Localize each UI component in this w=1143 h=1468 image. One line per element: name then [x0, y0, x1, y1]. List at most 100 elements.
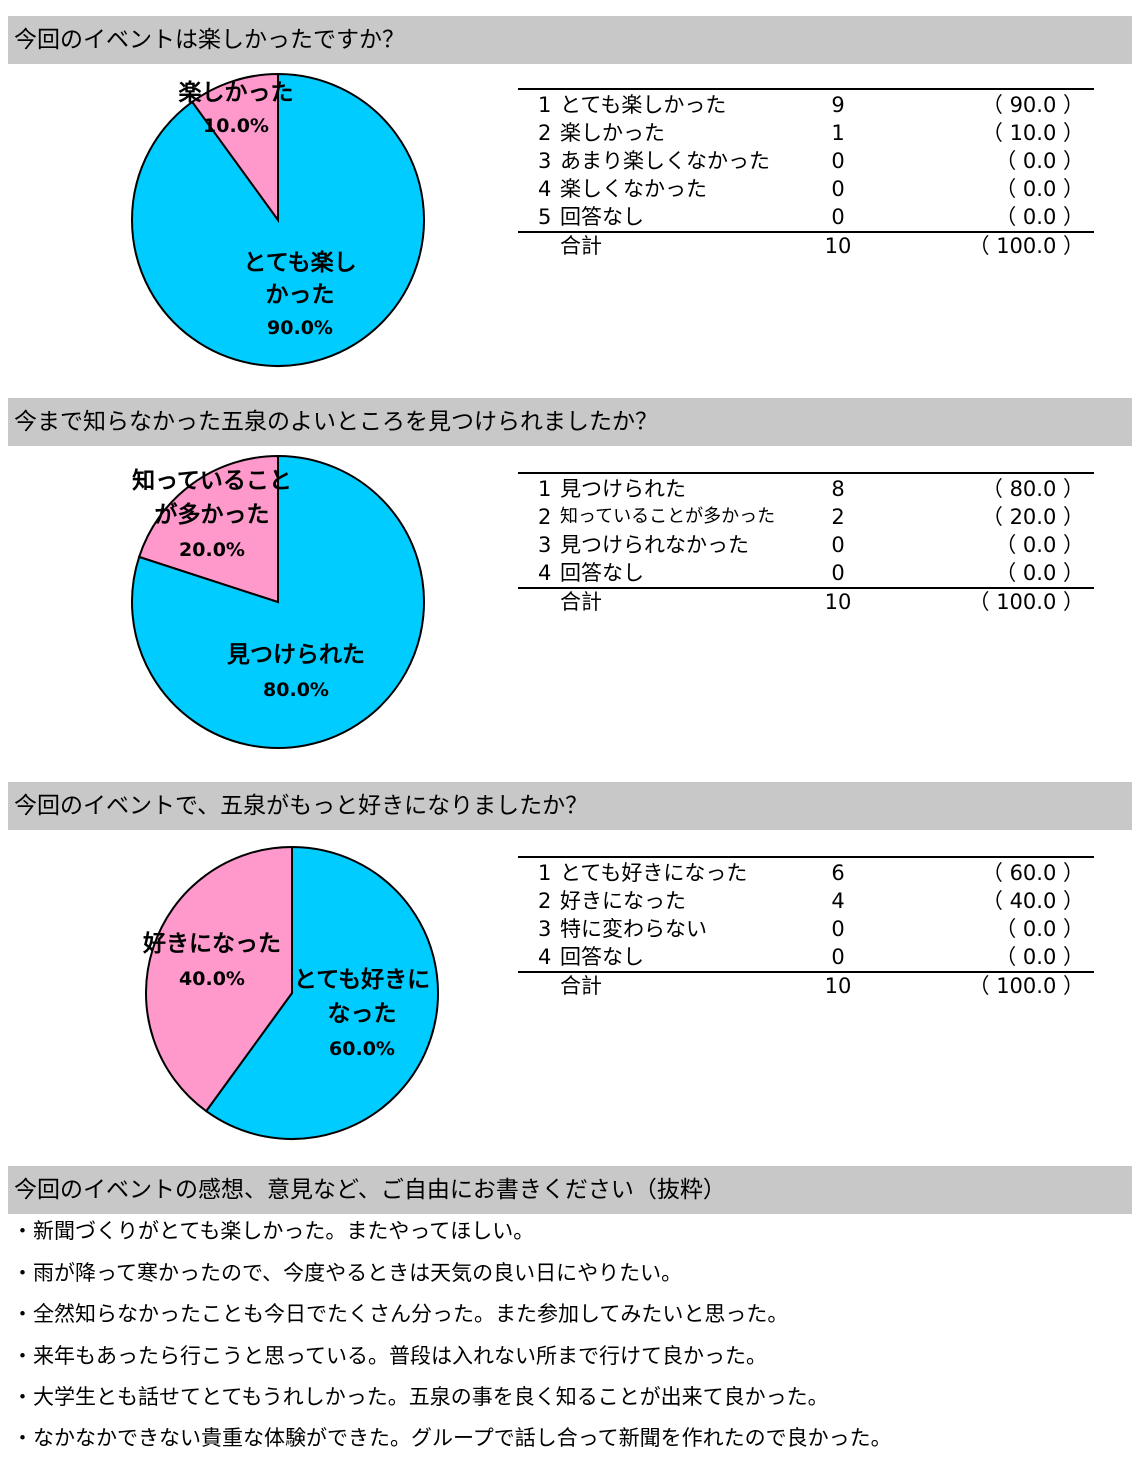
pie-chart-q3: とても好きになった 60.0% 好きになった 40.0%	[142, 845, 439, 1140]
pie-data-label: 90.0%	[267, 317, 333, 339]
row-percent: （ 0.0 ）	[995, 149, 1084, 173]
pie-category-label: 見つけられた	[227, 642, 365, 668]
table-row: 1 とても好きになった 6 （ 60.0 ）	[518, 859, 1094, 887]
table-total-row: 合計 10 （ 100.0 ）	[518, 588, 1094, 616]
row-count: 1	[831, 121, 845, 145]
row-number: 1	[538, 93, 552, 117]
pie-category-label: が多かった	[155, 501, 270, 528]
row-percent: （ 40.0 ）	[981, 889, 1084, 913]
comments-title: 今回のイベントの感想、意見など、ご自由にお書きください（抜粋）	[8, 1166, 1132, 1214]
row-percent: （ 0.0 ）	[995, 533, 1084, 557]
results-table-q2: 1 見つけられた 8 （ 80.0 ） 2 知っていることが多かった 2 （ 20.0 ） 3 見…	[518, 472, 1094, 622]
comment-item: ・大学生とも話せてとてもうれしかった。五泉の事を良く知ることが出来て良かった。	[12, 1385, 829, 1409]
row-percent: （ 0.0 ）	[995, 945, 1084, 969]
results-table-q1: 1 とても楽しかった 9 （ 90.0 ） 2 楽しかった 1 （ 10.0 ） 3 あまり楽しく…	[518, 88, 1094, 268]
total-label: 合計	[560, 974, 602, 998]
row-label: 見つけられた	[560, 477, 686, 501]
row-percent: （ 60.0 ）	[981, 861, 1084, 885]
pie-slice	[137, 454, 279, 604]
total-percent: （ 100.0 ）	[968, 590, 1084, 614]
pie-data-label: 10.0%	[203, 115, 269, 137]
table-total-row: 合計 10 （ 100.0 ）	[518, 972, 1094, 1000]
row-label: 回答なし	[560, 561, 644, 585]
row-number: 4	[538, 561, 552, 585]
comment-item: ・新聞づくりがとても楽しかった。またやってほしい。	[12, 1219, 535, 1243]
pie-category-label: なった	[328, 1001, 397, 1027]
table-row: 4 回答なし 0 （ 0.0 ）	[518, 943, 1094, 971]
total-label: 合計	[560, 590, 602, 614]
table-total-rule	[518, 971, 1094, 973]
row-number: 4	[538, 945, 552, 969]
row-count: 6	[831, 861, 845, 885]
row-count: 8	[831, 477, 845, 501]
row-percent: （ 10.0 ）	[981, 121, 1084, 145]
row-number: 5	[538, 205, 552, 229]
pie-slice	[190, 72, 279, 224]
pie-slice	[204, 845, 439, 1140]
row-count: 0	[831, 561, 845, 585]
total-percent: （ 100.0 ）	[968, 234, 1084, 258]
table-row: 2 楽しかった 1 （ 10.0 ）	[518, 119, 1094, 147]
table-row: 1 とても楽しかった 9 （ 90.0 ）	[518, 91, 1094, 119]
row-label: 回答なし	[560, 945, 644, 969]
row-percent: （ 20.0 ）	[981, 505, 1084, 529]
row-label: 楽しくなかった	[560, 177, 707, 201]
row-count: 0	[831, 533, 845, 557]
row-number: 3	[538, 149, 552, 173]
row-label: 知っていることが多かった	[560, 506, 776, 527]
table-row: 3 特に変わらない 0 （ 0.0 ）	[518, 915, 1094, 943]
row-count: 2	[831, 505, 845, 529]
row-number: 2	[538, 889, 552, 913]
table-total-rule	[518, 231, 1094, 233]
row-count: 0	[831, 149, 845, 173]
row-count: 0	[831, 945, 845, 969]
row-number: 1	[538, 861, 552, 885]
row-number: 3	[538, 917, 552, 941]
table-total-row: 合計 10 （ 100.0 ）	[518, 232, 1094, 260]
row-label: 回答なし	[560, 205, 644, 229]
comment-item: ・来年もあったら行こうと思っている。普段は入れない所まで行けて良かった。	[12, 1344, 767, 1368]
row-percent: （ 90.0 ）	[981, 93, 1084, 117]
row-label: 見つけられなかった	[560, 533, 749, 557]
table-row: 4 楽しくなかった 0 （ 0.0 ）	[518, 175, 1094, 203]
table-total-rule	[518, 587, 1094, 589]
row-number: 3	[538, 533, 552, 557]
pie-chart-q2: 見つけられた 80.0% 知っていることが多かった 20.0%	[131, 454, 425, 749]
question-1-title: 今回のイベントは楽しかったですか？	[8, 16, 1132, 64]
table-top-rule	[518, 472, 1094, 474]
row-percent: （ 0.0 ）	[995, 205, 1084, 229]
results-table-q3: 1 とても好きになった 6 （ 60.0 ） 2 好きになった 4 （ 40.0 ） 3 特に変わ…	[518, 856, 1094, 1006]
pie-category-label: 楽しかった	[179, 79, 294, 106]
row-label: 特に変わらない	[560, 917, 707, 941]
pie-category-label: 好きになった	[142, 931, 281, 957]
pie-data-label: 60.0%	[329, 1038, 395, 1060]
total-count: 10	[824, 974, 852, 998]
pie-slice	[145, 845, 293, 1113]
question-2-title: 今まで知らなかった五泉のよいところを見つけられましたか？	[8, 398, 1132, 446]
table-top-rule	[518, 856, 1094, 858]
table-row: 1 見つけられた 8 （ 80.0 ）	[518, 475, 1094, 503]
pie-category-label: かった	[266, 282, 335, 308]
row-number: 2	[538, 121, 552, 145]
pie-data-label: 20.0%	[179, 539, 245, 561]
table-top-rule	[518, 88, 1094, 90]
total-count: 10	[824, 234, 852, 258]
row-label: とても好きになった	[560, 861, 748, 885]
row-count: 0	[831, 205, 845, 229]
row-percent: （ 0.0 ）	[995, 561, 1084, 585]
row-count: 4	[831, 889, 845, 913]
row-label: あまり楽しくなかった	[560, 149, 770, 173]
row-label: 好きになった	[560, 889, 686, 913]
pie-chart-q1: とても楽しかった 90.0% 楽しかった 10.0%	[131, 72, 425, 367]
comment-item: ・なかなかできない貴重な体験ができた。グループで話し合って新聞を作れたので良かっ…	[12, 1426, 892, 1450]
pie-data-label: 80.0%	[263, 679, 329, 701]
comment-item: ・全然知らなかったことも今日でたくさん分った。また参加してみたいと思った。	[12, 1302, 789, 1326]
question-3-title: 今回のイベントで、五泉がもっと好きになりましたか？	[8, 782, 1132, 830]
table-row: 2 知っていることが多かった 2 （ 20.0 ）	[518, 503, 1094, 531]
total-label: 合計	[560, 234, 602, 258]
comment-item: ・雨が降って寒かったので、今度やるときは天気の良い日にやりたい。	[12, 1261, 683, 1285]
row-label: とても楽しかった	[560, 93, 727, 117]
row-count: 0	[831, 917, 845, 941]
row-number: 1	[538, 477, 552, 501]
total-count: 10	[824, 590, 852, 614]
